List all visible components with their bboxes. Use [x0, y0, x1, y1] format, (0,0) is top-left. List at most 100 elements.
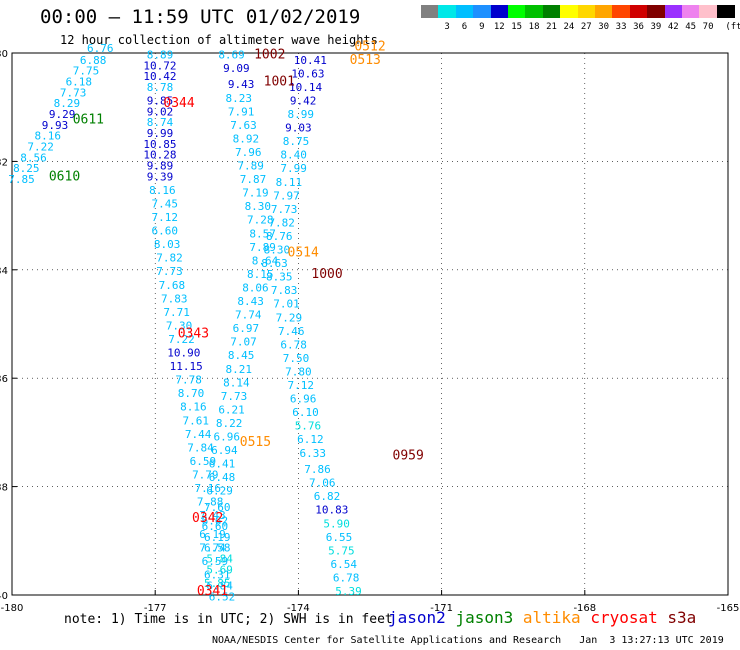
scale-swatch: [490, 5, 509, 18]
tick-label-lat: -34: [0, 266, 8, 277]
wave-height-value: 7.82: [268, 216, 295, 229]
legend-jason3: jason3: [455, 608, 523, 627]
wave-height-value: 9.09: [223, 62, 250, 75]
pass-time-label: 0514: [288, 245, 319, 260]
wave-height-value: 8.11: [276, 176, 303, 189]
scale-swatch: [577, 5, 596, 18]
tick-label-lon: -174: [287, 603, 310, 614]
wave-height-value: 7.07: [230, 336, 257, 349]
wave-height-value: 7.73: [156, 265, 183, 278]
wave-height-value: 9.29: [49, 108, 76, 121]
wave-height-value: 7.60: [204, 501, 231, 514]
wave-height-value: 7.46: [278, 325, 305, 338]
scale-swatch: [508, 5, 526, 18]
wave-height-value: 7.12: [151, 211, 178, 224]
legend-altika: altika: [522, 608, 591, 627]
wave-height-value: 7.71: [163, 306, 190, 319]
wave-height-value: 7.86: [304, 463, 331, 476]
wave-height-value: 7.97: [273, 189, 300, 202]
wave-height-value: 8.21: [225, 363, 252, 376]
wave-height-value: 9.85: [147, 94, 174, 107]
pass-time-label: 1000: [311, 267, 342, 282]
wave-height-value: 8.15: [247, 268, 274, 281]
wave-height-value: 10.41: [294, 54, 327, 67]
wave-height-value: 7.74: [199, 542, 226, 555]
wave-height-value: 9.02: [147, 105, 174, 118]
wave-height-value: 7.12: [288, 379, 315, 392]
wave-height-value: 7.79: [192, 468, 219, 481]
scale-label: 3: [444, 22, 450, 32]
wave-height-value: 7.73: [221, 390, 248, 403]
wave-height-value: 10.72: [143, 59, 176, 72]
wave-height-value: 10.28: [143, 149, 176, 162]
wave-height-value: 10.85: [143, 138, 176, 151]
wave-height-value: 6.88: [80, 54, 107, 67]
tick-label-lat: -30: [0, 49, 8, 60]
pass-time-label: 0959: [393, 449, 424, 464]
wave-height-value: 7.61: [183, 414, 210, 427]
pass-time-label: 0512: [354, 39, 385, 54]
wave-height-value: 5.76: [295, 420, 322, 433]
wave-height-value: 7.82: [156, 252, 183, 265]
wave-height-value: 7.29: [276, 311, 303, 324]
wave-height-value: 6.62: [202, 515, 229, 528]
wave-height-value: 6.41: [209, 458, 236, 471]
wave-height-value: 7.87: [240, 173, 267, 186]
wave-height-value: 6.84: [206, 580, 233, 593]
wave-height-value: 8.56: [20, 151, 47, 164]
map-subtitle: 12 hour collection of altimeter wave hei…: [60, 33, 378, 47]
pass-time-label: 0341: [197, 584, 228, 599]
scale-label: 36: [633, 22, 644, 32]
scale-label: 30: [598, 22, 610, 32]
scale-swatch: [560, 5, 579, 18]
scale-swatch: [542, 5, 561, 18]
wave-height-value: 7.78: [175, 374, 202, 387]
footer-note: note: 1) Time is in UTC; 2) SWH is in fe…: [64, 612, 393, 627]
pass-time-label: 0513: [350, 53, 381, 68]
wave-height-value: 6.60: [151, 225, 178, 238]
wave-height-value: 8.99: [288, 108, 315, 121]
wave-height-value: 6.48: [209, 471, 236, 484]
wave-height-value: 7.84: [187, 441, 214, 454]
wave-height-value: 5.90: [323, 517, 350, 530]
wave-height-value: 7.68: [159, 279, 186, 292]
wave-height-value: 8.30: [245, 200, 272, 213]
scale-label: 27: [580, 22, 592, 32]
wave-height-value: 7.28: [247, 214, 274, 227]
scale-swatch: [682, 5, 700, 18]
wave-height-value: 7.06: [309, 477, 336, 490]
wave-height-value: 6.10: [292, 406, 319, 419]
wave-height-value: 6.29: [206, 485, 233, 498]
wave-height-value: 5.39: [335, 585, 362, 598]
wave-height-value: 6.58: [204, 542, 231, 555]
scale-label: 24: [563, 22, 575, 32]
pass-time-label: 0342: [192, 511, 223, 526]
wave-height-value: 6.52: [209, 590, 236, 603]
tick-label-lat: -38: [0, 483, 8, 494]
wave-height-value: 8.03: [154, 238, 181, 251]
scale-swatch: [421, 5, 439, 18]
pass-time-label: 0611: [73, 112, 104, 127]
wave-height-value: 10.83: [315, 504, 348, 517]
tick-label-lon: -165: [717, 603, 740, 614]
wave-height-value: 5.69: [206, 563, 233, 576]
wave-height-value: 8.92: [233, 132, 260, 145]
scale-label: 42: [667, 22, 679, 32]
pass-time-label: 0515: [240, 435, 271, 450]
wave-height-value: 8.78: [147, 81, 174, 94]
wave-height-value: 8.06: [242, 281, 269, 294]
wave-height-value: 5.85: [204, 577, 231, 590]
wave-height-value: 10.63: [291, 67, 324, 80]
wave-height-value: 7.01: [273, 298, 300, 311]
wave-height-value: 8.70: [178, 387, 205, 400]
wave-height-value: 6.82: [314, 490, 341, 503]
wave-height-value: 8.40: [280, 149, 307, 162]
scale-swatch: [595, 5, 613, 18]
wave-height-value: 7.96: [235, 146, 262, 159]
wave-height-value: 11.15: [170, 360, 203, 373]
wave-height-value: 7.99: [280, 162, 307, 175]
wave-height-value: 8.76: [266, 230, 293, 243]
scale-label: 15: [511, 22, 523, 32]
scale-label: 18: [528, 22, 540, 32]
tick-label-lat: -32: [0, 157, 8, 168]
